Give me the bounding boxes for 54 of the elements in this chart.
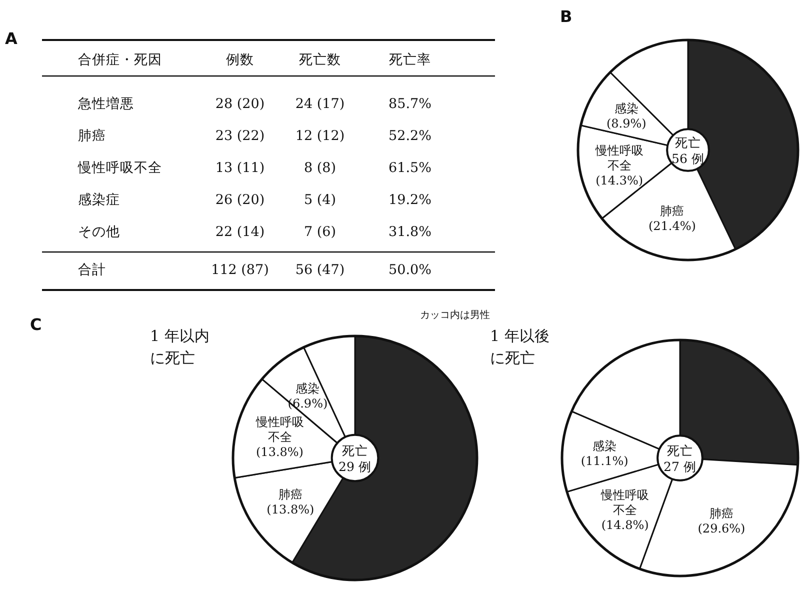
text: 22 (14) [215, 224, 265, 240]
text: 31.8% [388, 224, 432, 240]
category-label: 肺癌 [78, 128, 106, 144]
data-label: (13.8%) [266, 502, 314, 516]
slice-label: 肺癌 [710, 506, 734, 521]
slice-label: 肺癌 [278, 487, 302, 502]
text: 死亡 29 例 [338, 443, 372, 474]
data-label: (21.4%) [648, 219, 696, 234]
slice-label: 慢性呼吸不全 [600, 488, 650, 517]
slice-label: 感染 [614, 101, 638, 116]
category-label: 合計 [78, 262, 106, 278]
data-label: (14.8%) [601, 518, 649, 532]
data-label: (29.6%) [698, 522, 746, 536]
data-label: (8.9%) [606, 116, 646, 130]
text: カッコ内は男性 [420, 309, 490, 321]
text: 13 (11) [215, 160, 265, 176]
text: 61.5% [388, 160, 432, 176]
category-label: 感染症 [78, 192, 120, 208]
text: 85.7% [388, 96, 432, 112]
slice-label: 慢性呼吸不全 [254, 415, 304, 444]
text: 26 (20) [215, 192, 265, 208]
text: 5 (4) [304, 192, 336, 208]
text: 19.2% [388, 192, 432, 208]
text: 52.2% [388, 128, 432, 144]
text: A [5, 29, 18, 48]
text: 8 (8) [304, 160, 336, 176]
text: 112 (87) [211, 262, 269, 278]
chart-title: B [560, 7, 572, 26]
text: 56 (47) [295, 262, 345, 278]
category-label: 急性増悪 [78, 96, 134, 112]
category-label: 慢性呼吸不全 [78, 160, 162, 176]
category-label: 合併症・死因 [78, 52, 162, 68]
text: 死亡 56 例 [672, 135, 704, 166]
text: C [30, 315, 42, 334]
category-label: 死亡率 [389, 52, 431, 68]
slice-label: 感染 [592, 439, 617, 454]
text: 死亡 27 例 [664, 443, 696, 474]
chart-subtitle: 1 年以内に死亡 [150, 327, 210, 367]
text: 24 (17) [295, 96, 345, 112]
chart-subtitle: 1 年以後に死亡 [490, 327, 550, 367]
category-label: その他 [78, 224, 120, 240]
text: 12 (12) [295, 128, 345, 144]
data-label: (14.3%) [596, 174, 644, 188]
category-label: 例数 [226, 52, 254, 68]
category-label: 死亡数 [299, 52, 341, 68]
data-label: (11.1%) [580, 454, 628, 468]
slice-label: 慢性呼吸不全 [594, 144, 644, 173]
slice-label: 感染 [296, 381, 320, 396]
text: 28 (20) [215, 96, 265, 112]
text: 7 (6) [304, 224, 336, 240]
text: 23 (22) [215, 128, 265, 144]
slice-label: 肺癌 [660, 204, 684, 218]
data-label: (13.8%) [256, 445, 304, 460]
text: 50.0% [388, 262, 432, 278]
